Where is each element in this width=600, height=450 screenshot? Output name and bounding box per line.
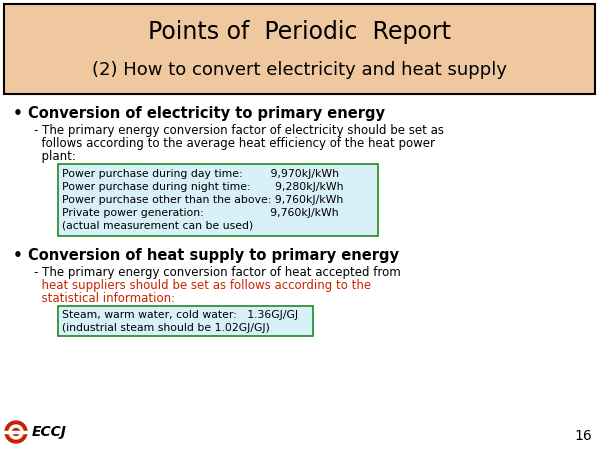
Text: •: • bbox=[13, 248, 23, 263]
Text: - The primary energy conversion factor of electricity should be set as: - The primary energy conversion factor o… bbox=[34, 124, 444, 137]
Circle shape bbox=[5, 421, 27, 443]
Text: statistical information:: statistical information: bbox=[34, 292, 175, 305]
Text: •: • bbox=[13, 106, 23, 121]
FancyBboxPatch shape bbox=[4, 4, 595, 94]
Text: (industrial steam should be 1.02GJ/GJ): (industrial steam should be 1.02GJ/GJ) bbox=[62, 323, 270, 333]
FancyBboxPatch shape bbox=[58, 164, 378, 236]
Text: Points of  Periodic  Report: Points of Periodic Report bbox=[149, 20, 452, 44]
Text: heat suppliers should be set as follows according to the: heat suppliers should be set as follows … bbox=[34, 279, 371, 292]
Text: Steam, warm water, cold water:   1.36GJ/GJ: Steam, warm water, cold water: 1.36GJ/GJ bbox=[62, 310, 298, 320]
Text: - The primary energy conversion factor of heat accepted from: - The primary energy conversion factor o… bbox=[34, 266, 401, 279]
Text: ECCJ: ECCJ bbox=[32, 425, 67, 439]
FancyBboxPatch shape bbox=[58, 306, 313, 336]
Text: Power purchase other than the above: 9,760kJ/kWh: Power purchase other than the above: 9,7… bbox=[62, 195, 343, 205]
Text: Conversion of electricity to primary energy: Conversion of electricity to primary ene… bbox=[28, 106, 385, 121]
Text: (actual measurement can be used): (actual measurement can be used) bbox=[62, 221, 253, 231]
Text: Conversion of heat supply to primary energy: Conversion of heat supply to primary ene… bbox=[28, 248, 399, 263]
Text: (2) How to convert electricity and heat supply: (2) How to convert electricity and heat … bbox=[92, 61, 508, 79]
Circle shape bbox=[9, 425, 23, 439]
Text: Private power generation:                   9,760kJ/kWh: Private power generation: 9,760kJ/kWh bbox=[62, 208, 338, 218]
Text: 16: 16 bbox=[574, 429, 592, 443]
Text: Power purchase during night time:       9,280kJ/kWh: Power purchase during night time: 9,280k… bbox=[62, 182, 343, 192]
Text: plant:: plant: bbox=[34, 150, 76, 163]
Text: follows according to the average heat efficiency of the heat power: follows according to the average heat ef… bbox=[34, 137, 435, 150]
Circle shape bbox=[13, 428, 19, 436]
Text: Power purchase during day time:        9,970kJ/kWh: Power purchase during day time: 9,970kJ/… bbox=[62, 169, 339, 179]
